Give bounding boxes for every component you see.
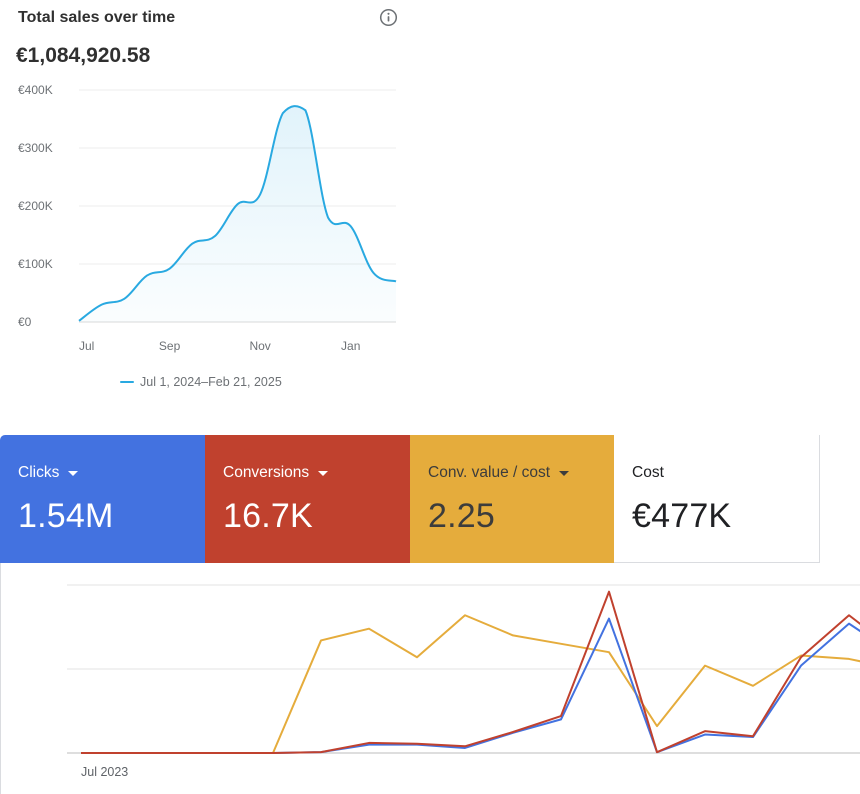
sales-y-tick-label: €200K	[18, 199, 53, 213]
sales-y-tick-label: €300K	[18, 141, 53, 155]
metric-tile-cost[interactable]: Cost €477K	[614, 435, 820, 563]
sales-x-tick-label: Nov	[249, 339, 270, 353]
sales-x-tick-label: Jan	[341, 339, 360, 353]
x-axis-start-label: Jul 2023	[81, 765, 128, 779]
metric-tiles: Clicks 1.54M Conversions 16.7K Conv. val…	[0, 435, 820, 563]
sales-card: Total sales over time €1,084,920.58 €0 €1…	[0, 0, 410, 400]
caret-down-icon[interactable]	[68, 471, 79, 476]
legend-swatch	[120, 381, 134, 383]
metric-label-clicks: Clicks	[18, 464, 60, 481]
metric-value-conversions: 16.7K	[223, 497, 313, 535]
metric-value-cost: €477K	[632, 497, 732, 535]
sales-y-tick-label: €0	[18, 315, 32, 329]
sales-series-line	[78, 105, 397, 322]
perf-series-conversions	[81, 590, 860, 754]
caret-down-icon[interactable]	[559, 471, 570, 476]
metric-tile-conv-value-cost[interactable]: Conv. value / cost 2.25	[410, 435, 615, 563]
metric-label-conv-value-cost: Conv. value / cost	[428, 464, 551, 481]
sales-chart: €0 €100K €200K €300K €400K Jul Sep Nov Jan	[18, 83, 397, 353]
metric-tile-conversions[interactable]: Conversions 16.7K	[205, 435, 410, 563]
caret-down-icon[interactable]	[318, 471, 329, 476]
perf-series-conv-value-cost	[81, 614, 860, 754]
metric-tile-clicks[interactable]: Clicks 1.54M	[0, 435, 205, 563]
metric-value-conv-value-cost: 2.25	[428, 497, 495, 535]
sales-y-tick-label: €400K	[18, 83, 53, 97]
sales-y-tick-label: €100K	[18, 257, 53, 271]
performance-chart-panel: Jul 2023	[0, 563, 860, 794]
perf-series-clicks	[81, 617, 860, 754]
sales-total: €1,084,920.58	[16, 44, 151, 67]
info-icon[interactable]	[379, 8, 398, 27]
sales-x-tick-label: Jul	[79, 339, 94, 353]
metric-value-clicks: 1.54M	[18, 497, 114, 535]
legend-label: Jul 1, 2024–Feb 21, 2025	[140, 375, 282, 389]
sales-area-fill	[79, 106, 396, 322]
sales-x-tick-label: Sep	[159, 339, 181, 353]
sales-title: Total sales over time	[18, 9, 176, 26]
metric-label-cost: Cost	[632, 464, 664, 481]
sales-legend: Jul 1, 2024–Feb 21, 2025	[120, 375, 282, 389]
metric-label-conversions: Conversions	[223, 464, 310, 481]
performance-chart: Jul 2023	[67, 584, 860, 779]
